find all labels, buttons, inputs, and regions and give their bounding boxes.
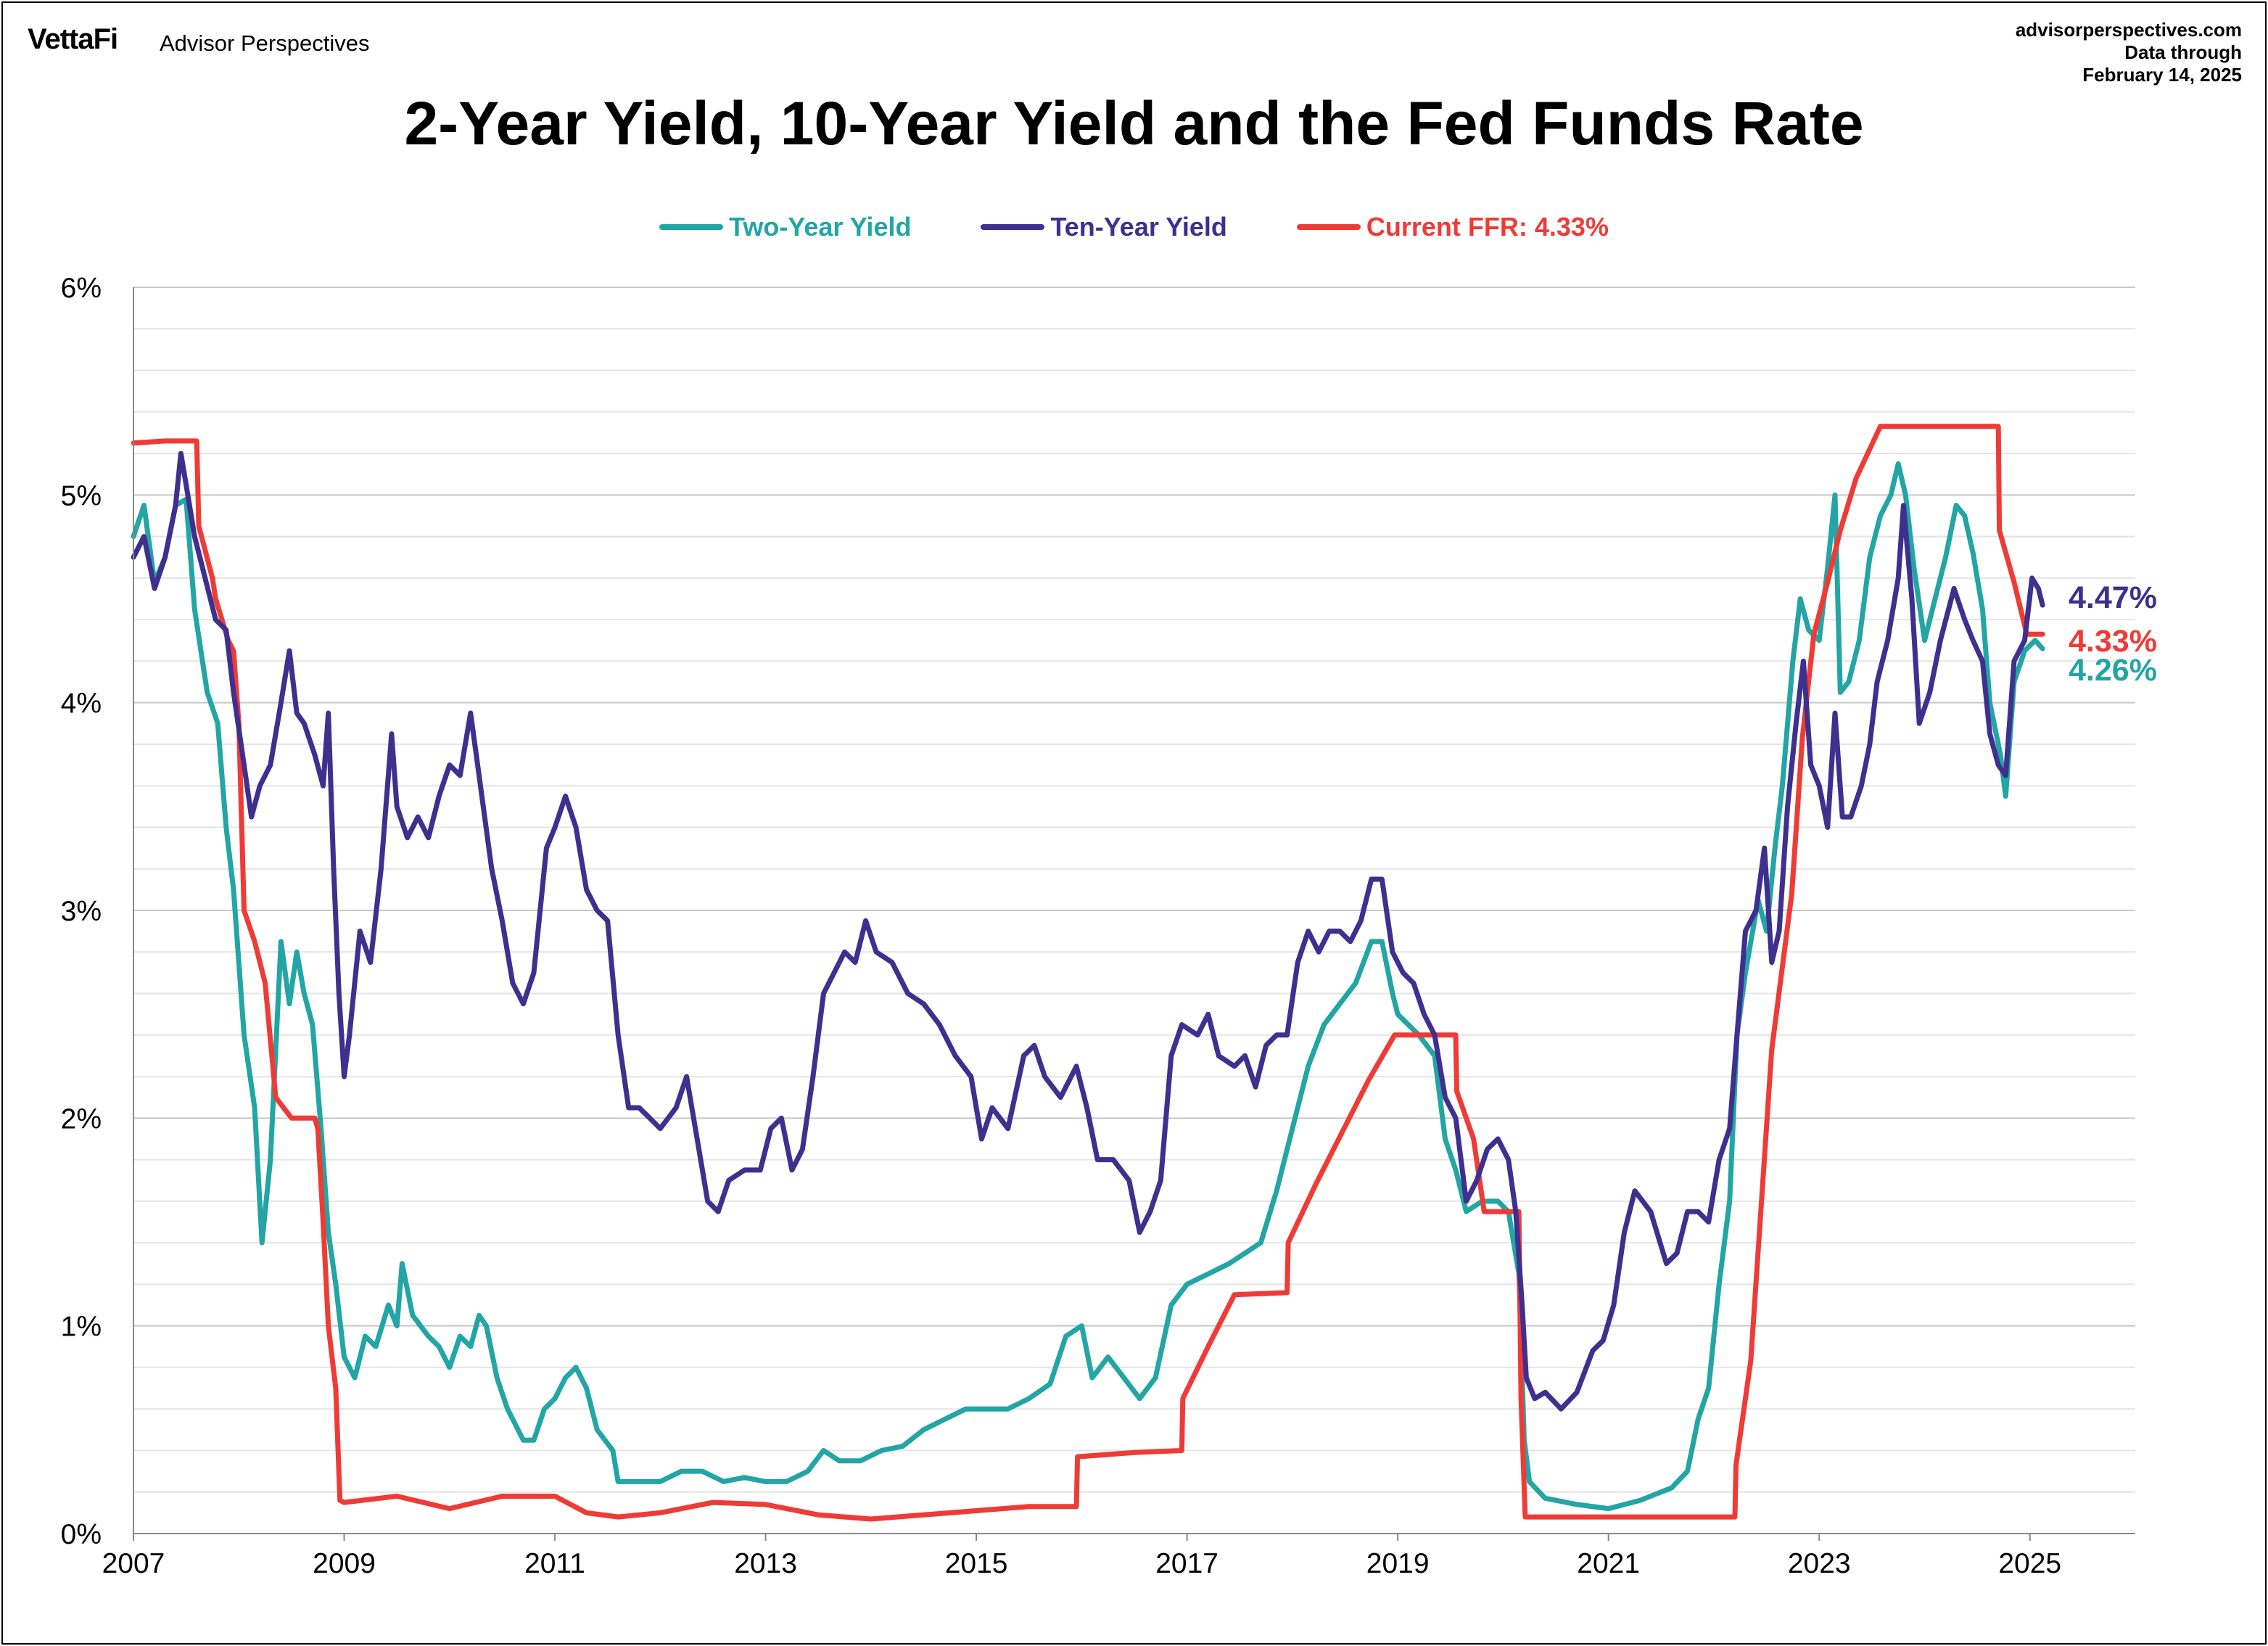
x-tick-label: 2009 <box>313 1548 376 1579</box>
x-tick-label: 2007 <box>102 1548 165 1579</box>
vettafi-logo: VettaFi <box>28 23 118 55</box>
legend-item-two-year: Two-Year Yield <box>659 212 911 242</box>
ffr-line <box>131 424 2045 1522</box>
chart-legend: Two-Year Yield Ten-Year Yield Current FF… <box>3 212 2265 242</box>
end-label-ffr: 4.33% <box>2069 624 2157 659</box>
y-tick-label: 2% <box>61 1103 102 1135</box>
legend-item-ten-year: Ten-Year Yield <box>981 212 1227 242</box>
x-tick-label: 2011 <box>524 1548 585 1579</box>
y-tick-label: 5% <box>61 480 102 511</box>
end-label-ten-year: 4.47% <box>2069 580 2157 615</box>
legend-item-ffr: Current FFR: 4.33% <box>1296 212 1609 242</box>
two-year-yield-line <box>131 461 2045 1512</box>
end-label-two-year: 4.26% <box>2069 653 2157 688</box>
x-tick-label: 2023 <box>1788 1548 1851 1579</box>
legend-swatch-two-year <box>659 224 724 230</box>
x-tick-label: 2015 <box>945 1548 1008 1579</box>
legend-swatch-ten-year <box>981 224 1045 230</box>
x-tick-label: 2025 <box>1998 1548 2061 1579</box>
end-labels: 4.26% 4.47% 4.33% <box>2069 580 2157 688</box>
y-tick-label: 3% <box>61 896 102 927</box>
line-chart: 0% 1% 2% 3% 4% 5% 6% 2007 2009 2011 2013 2015 2017 20… <box>61 273 2157 1579</box>
y-tick-label: 1% <box>61 1312 102 1343</box>
y-tick-label: 6% <box>61 273 102 304</box>
site-url: advisorperspectives.com <box>2015 19 2242 41</box>
legend-label-ten-year: Ten-Year Yield <box>1050 212 1227 242</box>
data-through-label: Data through <box>2124 41 2242 63</box>
ten-year-yield-line <box>131 450 2045 1412</box>
chart-title: 2-Year Yield, 10-Year Yield and the Fed … <box>404 89 1864 157</box>
series-layer <box>131 424 2045 1522</box>
legend-label-two-year: Two-Year Yield <box>729 212 912 242</box>
data-through-date: February 14, 2025 <box>2082 64 2242 86</box>
x-tick-label: 2019 <box>1366 1548 1430 1579</box>
y-tick-label: 0% <box>61 1519 102 1550</box>
legend-swatch-ffr <box>1296 224 1361 230</box>
grid-lines <box>133 287 2135 1534</box>
legend-label-ffr: Current FFR: 4.33% <box>1366 212 1609 242</box>
brand-name: Advisor Perspectives <box>160 30 370 56</box>
source-info: advisorperspectives.com Data through Feb… <box>2016 19 2242 86</box>
axes: 0% 1% 2% 3% 4% 5% 6% 2007 2009 2011 2013 2015 2017 20… <box>61 273 2135 1579</box>
x-tick-label: 2017 <box>1155 1548 1218 1579</box>
x-tick-label: 2021 <box>1577 1548 1640 1579</box>
y-tick-label: 4% <box>61 688 102 720</box>
x-tick-label: 2013 <box>734 1548 797 1579</box>
